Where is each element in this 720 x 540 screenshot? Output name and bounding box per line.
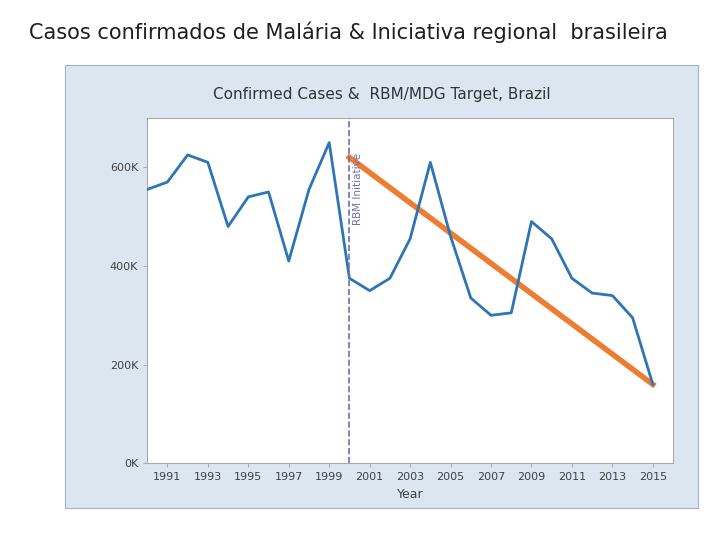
Text: RBM Initiative: RBM Initiative (354, 152, 364, 225)
X-axis label: Year: Year (397, 488, 423, 501)
Text: Confirmed Cases &  RBM/MDG Target, Brazil: Confirmed Cases & RBM/MDG Target, Brazil (213, 87, 550, 102)
Text: Casos confirmados de Malária & Iniciativa regional  brasileira: Casos confirmados de Malária & Iniciativ… (29, 22, 667, 43)
